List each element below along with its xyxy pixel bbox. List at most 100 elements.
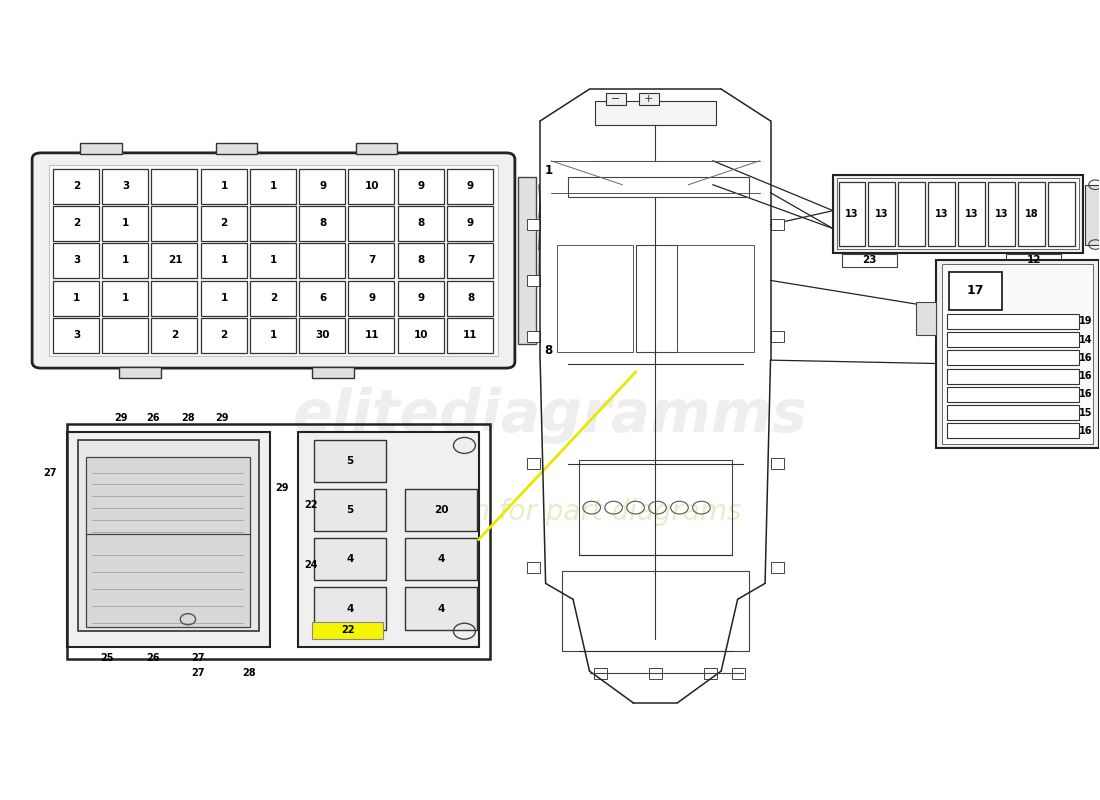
Text: 25: 25 [100,653,114,662]
Bar [312,367,354,378]
Bar [349,243,395,278]
Bar [947,314,1079,329]
Text: 9: 9 [368,293,375,302]
Bar [916,302,936,335]
Text: 4: 4 [346,554,353,564]
Bar [398,206,443,241]
Text: 8: 8 [319,218,327,228]
Bar [152,206,197,241]
Bar [1048,182,1075,246]
Bar [398,318,443,353]
Bar [405,538,476,581]
Bar [447,206,493,241]
Text: 6: 6 [319,293,327,302]
Text: 24: 24 [305,560,318,570]
Text: 2: 2 [221,330,228,340]
Bar [152,318,197,353]
Bar [595,101,716,125]
Text: 13: 13 [876,209,889,219]
Text: 16: 16 [1078,353,1092,363]
Bar [200,206,246,241]
Text: 11: 11 [463,330,477,340]
Bar [349,318,395,353]
Bar [102,169,148,204]
Bar [312,622,383,639]
Text: 1: 1 [221,293,228,302]
Bar [947,350,1079,366]
Bar [639,93,659,105]
Bar [899,182,925,246]
Bar [936,261,1099,448]
Text: 1: 1 [221,181,228,191]
Text: 7: 7 [466,255,474,266]
Bar [405,587,476,630]
Text: 8: 8 [466,293,474,302]
Bar [102,206,148,241]
Text: 27: 27 [190,669,205,678]
Text: 1: 1 [122,255,130,266]
Bar [842,254,896,267]
Bar [53,169,99,204]
Bar [1086,185,1100,245]
Text: 21: 21 [167,255,183,266]
Text: 10: 10 [414,330,429,340]
Bar [947,386,1079,402]
Text: 13: 13 [935,209,948,219]
Bar [315,439,385,482]
Text: 4: 4 [438,603,444,614]
Text: 15: 15 [1078,407,1092,418]
Bar [250,206,296,241]
Bar [947,369,1079,384]
Bar [299,243,345,278]
Text: 1: 1 [122,293,130,302]
Bar [579,460,733,555]
Bar [678,245,755,352]
Text: 16: 16 [1078,371,1092,381]
Bar [733,668,746,679]
Bar [947,332,1079,347]
Text: 2: 2 [73,218,80,228]
Bar [518,177,536,344]
Text: 3: 3 [73,330,80,340]
Bar [447,281,493,316]
Text: 2: 2 [270,293,277,302]
Bar [299,318,345,353]
Text: 1: 1 [73,293,80,302]
Bar [636,245,678,352]
Text: 19: 19 [1078,317,1092,326]
Bar [250,318,296,353]
Bar [48,165,498,356]
Text: 23: 23 [862,255,877,266]
Bar [299,206,345,241]
Bar [315,538,385,581]
Text: −: − [612,94,620,104]
Bar [770,330,783,342]
Text: 20: 20 [433,505,448,515]
Text: 13: 13 [994,209,1009,219]
Bar [67,424,490,659]
Bar [557,245,634,352]
Bar [315,489,385,531]
Text: 17: 17 [967,284,984,298]
Bar [250,281,296,316]
Text: 1: 1 [221,255,228,266]
Text: 2: 2 [172,330,178,340]
Bar [447,243,493,278]
Text: 5: 5 [346,505,353,515]
Bar [152,281,197,316]
Bar [405,489,476,531]
Text: 8: 8 [544,344,553,357]
Text: 27: 27 [190,653,205,662]
Text: 9: 9 [466,181,474,191]
Bar [152,243,197,278]
Bar [53,281,99,316]
Bar [568,177,749,197]
Text: 12: 12 [1026,255,1041,266]
Bar [398,281,443,316]
Text: 4: 4 [438,554,444,564]
Bar [200,318,246,353]
Bar [988,182,1015,246]
Text: 9: 9 [418,181,425,191]
Bar [527,275,540,286]
Text: 1: 1 [270,181,277,191]
